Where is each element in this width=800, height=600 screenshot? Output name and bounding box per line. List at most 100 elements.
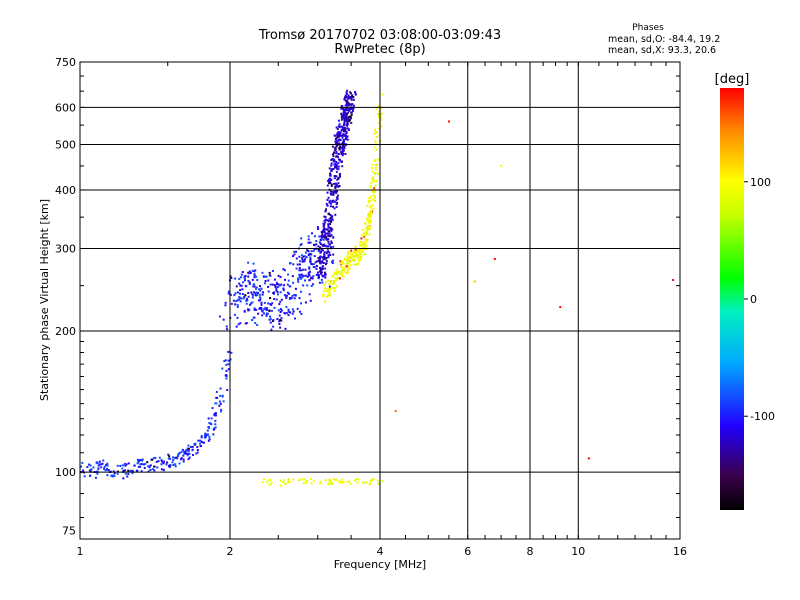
echo-point <box>214 423 217 426</box>
echo-point <box>153 469 156 472</box>
stats-heading: Phases <box>632 23 664 33</box>
echo-point <box>322 225 325 228</box>
echo-point <box>319 272 322 275</box>
echo-point <box>158 456 161 459</box>
echo-point <box>204 436 207 439</box>
echo-point <box>167 457 170 460</box>
echo-point <box>234 277 237 280</box>
echo-point <box>339 125 342 128</box>
echo-point <box>672 279 675 282</box>
echo-point <box>342 123 345 126</box>
echo-point <box>367 216 370 219</box>
echo-point <box>214 402 217 405</box>
echo-point <box>324 479 327 482</box>
echo-point <box>226 388 229 391</box>
echo-point <box>336 197 339 200</box>
echo-point <box>240 273 243 276</box>
x-tick-label: 10 <box>571 545 585 558</box>
echo-point <box>334 213 337 216</box>
echo-point <box>107 469 110 472</box>
echo-point <box>340 118 343 121</box>
echo-point <box>340 161 343 164</box>
echo-point <box>169 464 172 467</box>
echo-point <box>334 182 337 185</box>
echo-point <box>341 134 344 137</box>
echo-point <box>322 257 325 260</box>
echo-point <box>347 120 350 123</box>
echo-point <box>341 142 344 145</box>
echo-point <box>94 476 97 479</box>
echo-point <box>348 267 351 270</box>
echo-point <box>239 284 242 287</box>
echo-point <box>313 255 316 258</box>
echo-point <box>316 226 319 229</box>
stats-x-mode: mean, sd,X: 93.3, 20.6 <box>608 45 716 56</box>
echo-point <box>306 275 309 278</box>
echo-point <box>319 255 322 258</box>
echo-point <box>377 114 380 117</box>
echo-point <box>320 271 323 274</box>
echo-point <box>106 464 109 467</box>
echo-point <box>291 308 294 311</box>
echo-point <box>265 309 268 312</box>
echo-point <box>172 458 175 461</box>
echo-point <box>233 293 236 296</box>
echo-point <box>338 480 341 483</box>
echo-point <box>278 320 281 323</box>
echo-point <box>344 94 347 97</box>
echo-point <box>265 314 268 317</box>
echo-point <box>333 174 336 177</box>
echo-point <box>188 456 191 459</box>
echo-point <box>301 254 304 257</box>
echo-point <box>275 287 278 290</box>
echo-point <box>329 213 332 216</box>
echo-point <box>327 234 330 237</box>
echo-point <box>167 453 170 456</box>
echo-point <box>214 426 217 429</box>
echo-point <box>360 256 363 259</box>
echo-point <box>318 235 321 238</box>
echo-point <box>268 274 271 277</box>
echo-point <box>215 402 218 405</box>
echo-point <box>347 111 350 114</box>
echo-point <box>206 429 209 432</box>
echo-point <box>334 140 337 143</box>
echo-point <box>330 230 333 233</box>
echo-point <box>342 152 345 155</box>
echo-point <box>332 205 335 208</box>
echo-point <box>294 250 297 253</box>
echo-point <box>119 464 122 467</box>
echo-point <box>90 468 93 471</box>
echo-point <box>227 290 230 293</box>
echo-point <box>218 315 221 318</box>
echo-point <box>341 154 344 157</box>
echo-point <box>338 271 341 274</box>
echo-point <box>210 417 213 420</box>
echo-point <box>339 147 342 150</box>
echo-point <box>348 115 351 118</box>
echo-point <box>333 200 336 203</box>
echo-point <box>343 109 346 112</box>
echo-point <box>357 253 360 256</box>
echo-point <box>275 298 278 301</box>
echo-point <box>337 135 340 138</box>
echo-point <box>341 115 344 118</box>
echo-point <box>306 284 309 287</box>
echo-point <box>372 176 375 179</box>
echo-point <box>370 209 373 212</box>
echo-point <box>328 253 331 256</box>
echo-point <box>333 182 336 185</box>
echo-point <box>340 266 343 269</box>
echo-point <box>279 308 282 311</box>
echo-point <box>328 285 331 288</box>
echo-point <box>337 162 340 165</box>
echo-point <box>157 460 160 463</box>
echo-point <box>326 289 329 292</box>
echo-point <box>243 295 246 298</box>
echo-point <box>321 261 324 264</box>
echo-point <box>239 322 242 325</box>
echo-point <box>146 461 149 464</box>
echo-point <box>236 299 239 302</box>
echo-point <box>329 179 332 182</box>
echo-point <box>367 214 370 217</box>
